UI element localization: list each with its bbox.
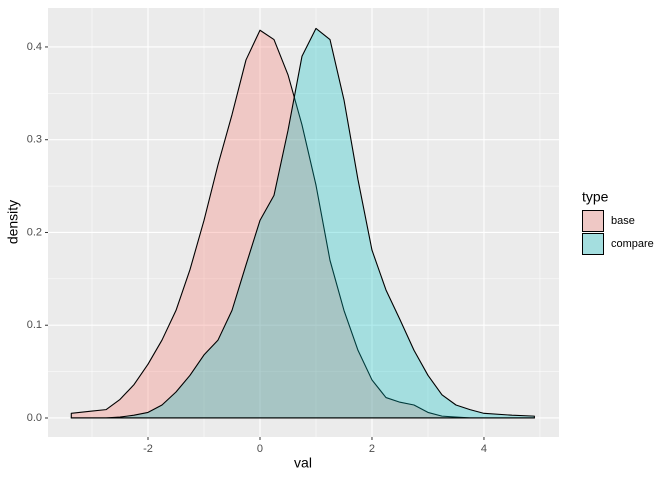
grid [48, 8, 559, 437]
x-tick-label: 2 [369, 443, 375, 455]
legend-key-bg [582, 233, 604, 255]
legend-swatch [582, 210, 604, 232]
legend-title: type [582, 189, 609, 205]
y-tick-label: 0.2 [27, 226, 42, 238]
y-tick-label: 0.4 [27, 41, 42, 53]
y-axis-title: density [5, 200, 21, 244]
legend-label: base [611, 215, 635, 227]
x-tick-label: 4 [481, 443, 487, 455]
density-area [70, 27, 535, 419]
marks [70, 27, 535, 419]
y-tick-label: 0.3 [27, 134, 42, 146]
x-tick-label: 0 [257, 443, 263, 455]
y-tick-label: 0.0 [27, 412, 42, 424]
y-tick-label: 0.1 [27, 319, 42, 331]
legend-label: compare [611, 238, 654, 250]
x-tick-label: -2 [143, 443, 153, 455]
x-axis-title: val [294, 455, 312, 471]
legend: base compare [582, 210, 654, 255]
legend-key-bg [582, 210, 604, 232]
plot-panel [48, 8, 559, 437]
legend-swatch [582, 233, 604, 255]
